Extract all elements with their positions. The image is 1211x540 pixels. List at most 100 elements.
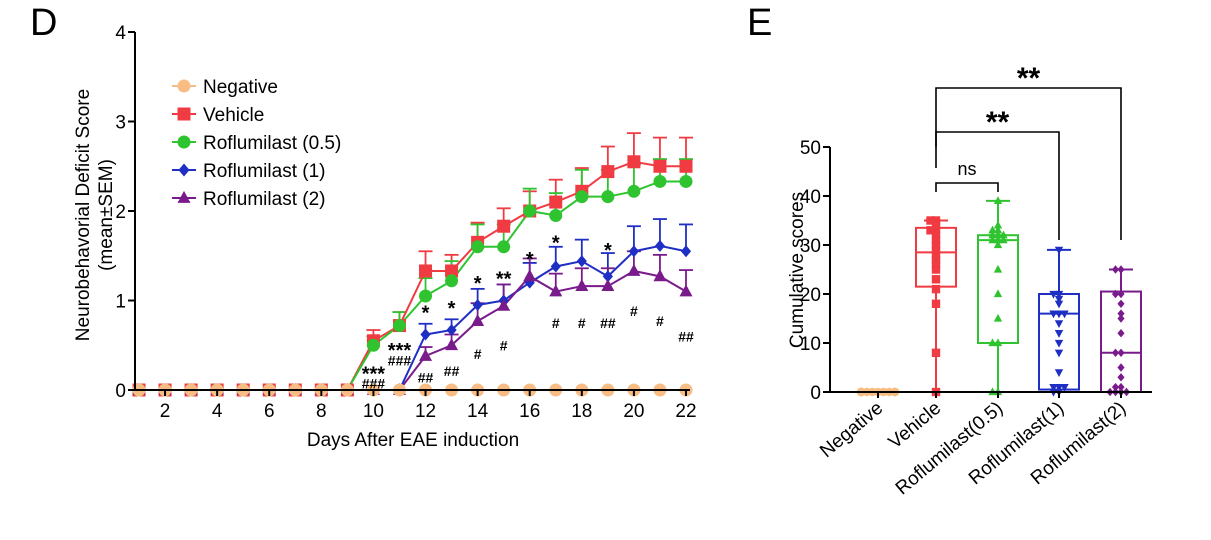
e-data-point bbox=[999, 235, 1008, 244]
e-data-point bbox=[931, 250, 941, 259]
d-legend-marker bbox=[177, 135, 191, 149]
d-x-tick-label: 14 bbox=[467, 401, 489, 422]
d-data-point bbox=[601, 279, 615, 292]
e-data-point bbox=[1117, 314, 1125, 323]
e-data-point bbox=[1049, 383, 1058, 392]
e-data-point bbox=[1117, 373, 1125, 382]
e-axes: 01020304050NegativeVehicleRoflumilast(0.… bbox=[800, 138, 1152, 499]
e-y-tick-label: 40 bbox=[800, 187, 821, 208]
d-data-point bbox=[550, 260, 561, 273]
d-y-axis-label-line2: (mean±SEM) bbox=[96, 159, 117, 271]
e-data-point bbox=[1117, 265, 1125, 274]
d-y-tick-label: 1 bbox=[115, 292, 126, 313]
e-significance-brackets: ns **** bbox=[935, 62, 1122, 240]
e-data-point bbox=[1111, 265, 1120, 274]
e-data-point bbox=[1111, 348, 1120, 357]
e-data-point bbox=[926, 226, 935, 235]
d-significance-mark: ** bbox=[496, 268, 512, 290]
d-data-point bbox=[653, 269, 667, 282]
e-data-point bbox=[1117, 382, 1125, 392]
d-x-tick-label: 8 bbox=[316, 401, 327, 422]
e-data-point bbox=[1111, 382, 1120, 392]
d-data-point bbox=[549, 195, 563, 209]
d-significance-mark: * bbox=[526, 249, 534, 271]
e-bracket bbox=[935, 131, 1060, 240]
d-data-point bbox=[366, 338, 380, 352]
d-significance-mark: # bbox=[500, 337, 508, 353]
e-y-tick-label: 10 bbox=[800, 334, 821, 355]
d-data-point bbox=[523, 269, 537, 282]
e-data-point bbox=[1054, 330, 1064, 338]
e-data-point bbox=[931, 216, 941, 225]
d-significance-mark: # bbox=[578, 315, 586, 331]
d-legend-marker bbox=[178, 163, 190, 177]
e-data-point bbox=[931, 226, 941, 235]
d-data-point bbox=[446, 324, 457, 337]
d-x-tick-label: 22 bbox=[675, 401, 696, 422]
d-error-bars bbox=[366, 132, 693, 356]
e-data-point bbox=[1117, 363, 1125, 372]
d-data-point bbox=[602, 270, 613, 283]
e-data-point bbox=[993, 225, 1003, 234]
d-legend-label: Negative bbox=[203, 77, 278, 98]
e-data-point bbox=[1049, 290, 1058, 299]
e-data-point bbox=[1054, 300, 1064, 309]
e-data-point bbox=[931, 221, 941, 230]
d-data-point bbox=[575, 279, 589, 292]
d-significance-mark: *** bbox=[388, 340, 412, 362]
e-data-point bbox=[1060, 310, 1069, 319]
d-significance-mark: # bbox=[552, 315, 560, 331]
d-data-point bbox=[445, 338, 459, 351]
e-data-point bbox=[1054, 339, 1064, 348]
d-data-point bbox=[679, 284, 693, 297]
e-data-point bbox=[931, 240, 941, 250]
e-data-point bbox=[1117, 309, 1125, 318]
e-data-point bbox=[999, 230, 1008, 239]
d-significance-mark: * bbox=[422, 302, 430, 324]
d-data-point bbox=[549, 208, 563, 222]
panel-e-letter: E bbox=[747, 2, 772, 44]
d-legend-label: Vehicle bbox=[203, 105, 264, 126]
e-data-point bbox=[1117, 348, 1125, 357]
e-data-point bbox=[988, 235, 997, 244]
e-data-point bbox=[1054, 369, 1064, 378]
e-data-point bbox=[988, 230, 997, 239]
d-significance-mark: * bbox=[604, 240, 612, 262]
d-data-point bbox=[653, 174, 667, 188]
d-data-point bbox=[654, 239, 666, 252]
e-data-point bbox=[931, 255, 941, 264]
d-data-point bbox=[653, 159, 667, 173]
panel-d-letter: D bbox=[30, 2, 57, 44]
e-data-point bbox=[1060, 383, 1069, 392]
d-data-point bbox=[419, 289, 433, 303]
d-data-point bbox=[679, 174, 693, 188]
e-data-point bbox=[1117, 329, 1125, 338]
d-data-point bbox=[472, 298, 483, 311]
e-data-point bbox=[931, 299, 941, 308]
d-significance-mark: ## bbox=[418, 369, 434, 385]
d-x-tick-label: 20 bbox=[623, 401, 644, 422]
d-data-point bbox=[627, 184, 641, 198]
e-data-point bbox=[931, 284, 941, 294]
panel-e-box-plot: 01020304050NegativeVehicleRoflumilast(0.… bbox=[787, 62, 1152, 499]
d-significance-mark: # bbox=[656, 313, 664, 329]
d-significance-mark: ### bbox=[362, 376, 386, 392]
d-y-tick-label: 0 bbox=[115, 381, 126, 402]
d-data-point bbox=[445, 274, 459, 288]
e-data-point bbox=[931, 275, 941, 284]
d-data-point bbox=[497, 219, 511, 233]
d-significance-mark: *** bbox=[362, 363, 386, 385]
e-bracket-label: ns bbox=[957, 159, 976, 179]
d-x-tick-label: 16 bbox=[519, 401, 540, 422]
d-x-tick-label: 4 bbox=[212, 401, 223, 422]
d-legend-marker bbox=[177, 79, 191, 93]
e-data-point bbox=[1054, 290, 1064, 299]
e-data-point bbox=[993, 240, 1003, 249]
d-data-point bbox=[680, 245, 692, 258]
e-bracket-label: ** bbox=[1017, 62, 1041, 95]
e-data-point bbox=[993, 196, 1003, 205]
d-y-tick-label: 4 bbox=[115, 23, 126, 44]
d-significance-mark: * bbox=[552, 233, 560, 255]
